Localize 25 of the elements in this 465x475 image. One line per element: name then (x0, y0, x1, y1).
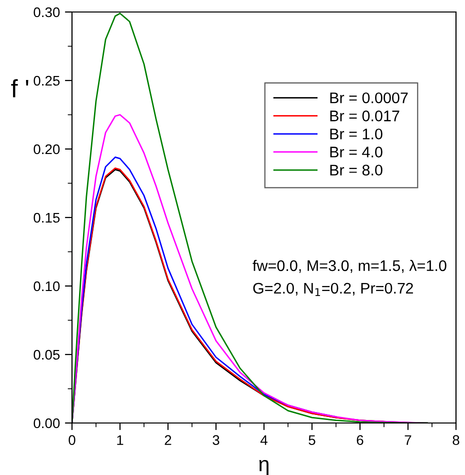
y-tick-label: 0.30 (34, 7, 60, 18)
legend-label: Br = 8.0 (330, 164, 382, 176)
x-tick-label: 8 (452, 435, 460, 446)
legend-label: Br = 0.0007 (330, 92, 408, 104)
annotation: fw=0.0, M=3.0, m=1.5, λ=1.0 (252, 260, 446, 273)
legend-label: Br = 1.0 (330, 128, 382, 140)
y-tick-label: 0.15 (34, 212, 60, 223)
x-tick-label: 3 (212, 435, 220, 446)
y-tick-label: 0.10 (34, 281, 60, 292)
y-axis-title: f ' (11, 79, 28, 98)
x-axis-title: η (259, 460, 268, 475)
annotation: G=2.0, N$_{1}$=0.2, Pr=0.72 (253, 282, 413, 296)
y-tick-label: 0.00 (34, 418, 60, 428)
y-tick-label: 0.20 (34, 144, 60, 154)
x-tick-label: 5 (308, 435, 316, 446)
x-tick-label: 6 (356, 435, 364, 446)
x-tick-label: 0 (68, 435, 76, 446)
legend-label: Br = 4.0 (330, 146, 382, 158)
x-tick-label: 7 (404, 435, 412, 445)
y-tick-label: 0.25 (34, 76, 60, 86)
x-tick-label: 1 (117, 435, 124, 445)
x-tick-label: 2 (164, 435, 172, 445)
x-tick-label: 4 (260, 435, 268, 445)
legend-label: Br = 0.017 (330, 110, 400, 122)
y-tick-label: 0.05 (34, 350, 60, 360)
